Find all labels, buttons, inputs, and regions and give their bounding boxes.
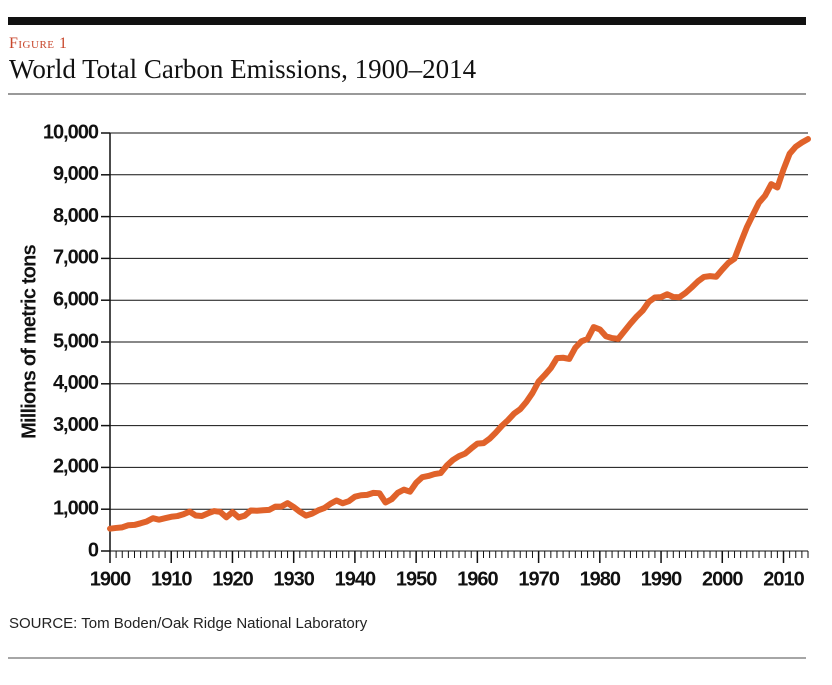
y-tick-label: 2,000 — [53, 456, 99, 478]
y-tick-label: 4,000 — [53, 372, 99, 394]
chart-title: World Total Carbon Emissions, 1900–2014 — [9, 54, 477, 84]
x-tick-label: 1910 — [151, 568, 192, 590]
y-tick-label: 9,000 — [53, 163, 99, 185]
x-tick-label: 1920 — [212, 568, 253, 590]
x-tick-label: 1960 — [457, 568, 498, 590]
y-tick-label: 10,000 — [43, 121, 99, 143]
y-tick-label: 0 — [88, 539, 99, 561]
y-tick-label: 3,000 — [53, 414, 99, 436]
figure-label: Figure 1 — [9, 35, 68, 52]
y-tick-label: 1,000 — [53, 497, 99, 519]
top-bar — [8, 17, 806, 25]
data-line — [107, 136, 811, 532]
x-tick-label: 1930 — [273, 568, 314, 590]
y-tick-label: 8,000 — [53, 205, 99, 227]
source: SOURCE: Tom Boden/Oak Ridge National Lab… — [9, 615, 368, 632]
y-tick-label: 7,000 — [53, 247, 99, 269]
y-tick-label: 5,000 — [53, 330, 99, 352]
y-axis-label: Millions of metric tons — [18, 244, 40, 439]
x-tick-label: 1970 — [518, 568, 559, 590]
x-tick-label: 2010 — [763, 568, 804, 590]
x-tick-label: 1990 — [641, 568, 682, 590]
x-tick-label: 2000 — [702, 568, 743, 590]
x-tick-label: 1900 — [90, 568, 131, 590]
y-tick-label: 6,000 — [53, 288, 99, 310]
x-tick-label: 1950 — [396, 568, 437, 590]
x-tick-label: 1980 — [580, 568, 621, 590]
x-tick-label: 1940 — [335, 568, 376, 590]
